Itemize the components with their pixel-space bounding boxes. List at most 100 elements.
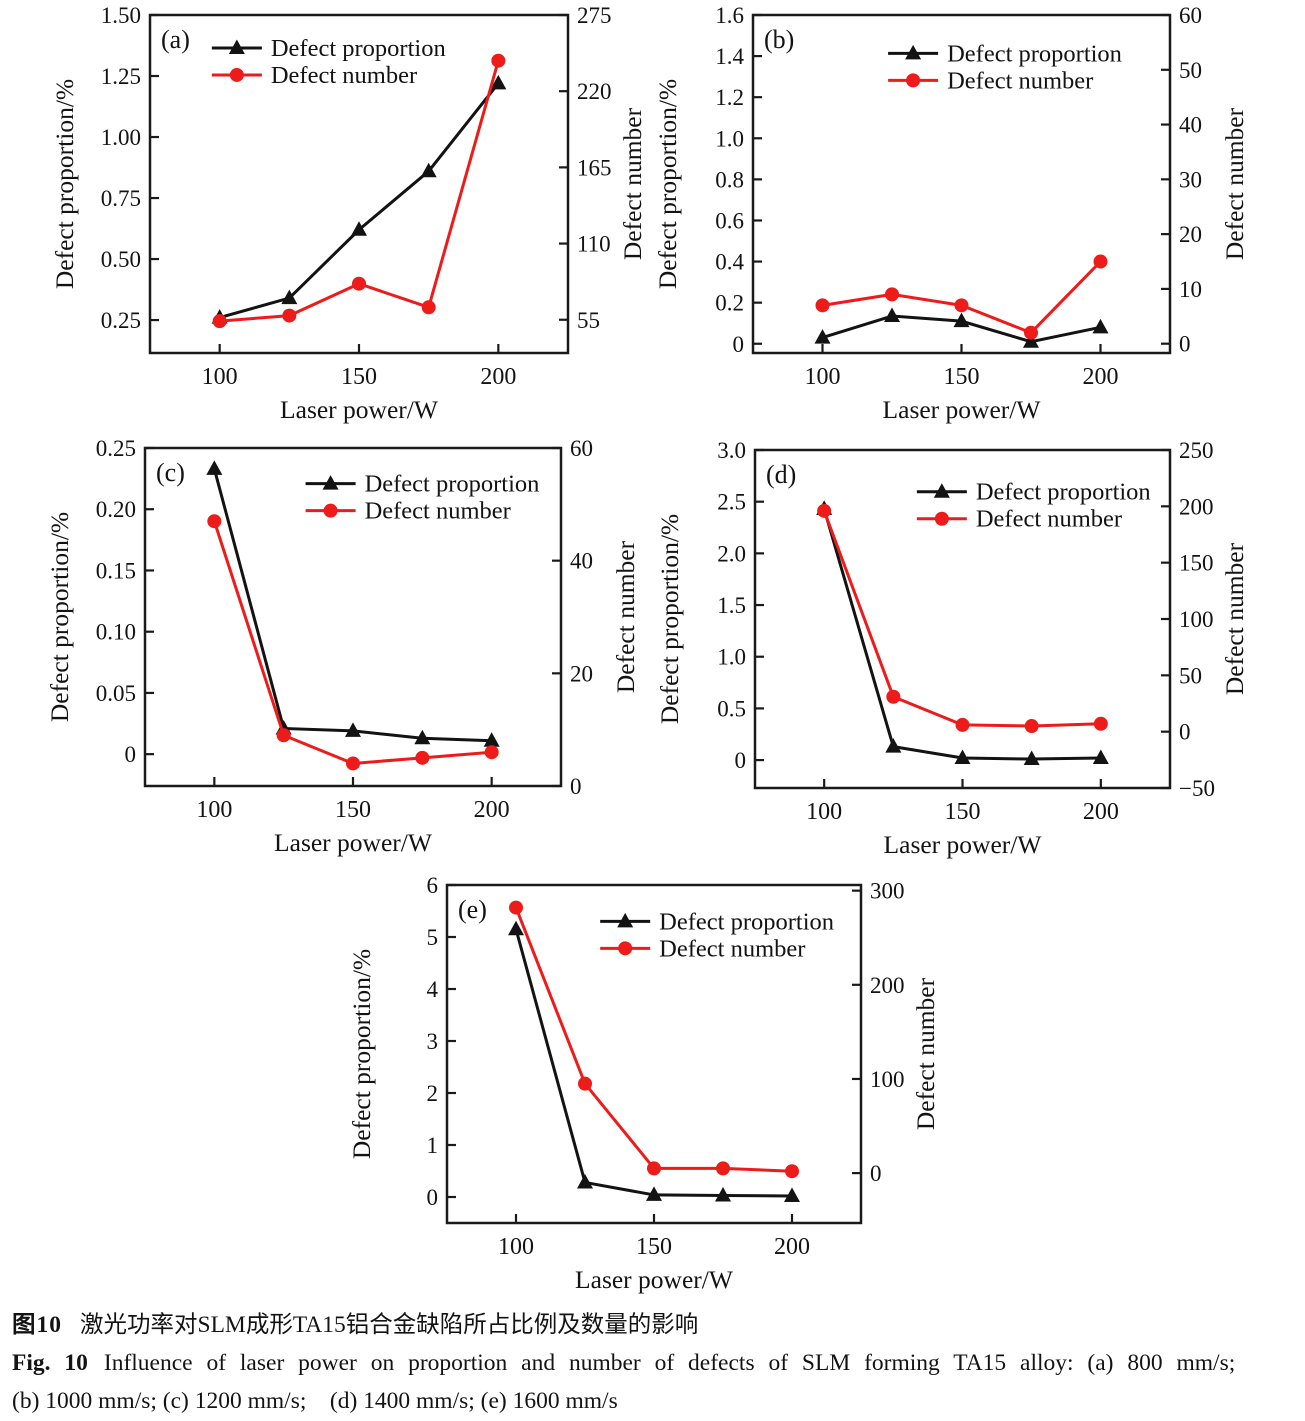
left-tick-label: 1.4 <box>715 44 744 69</box>
panel-label: (a) <box>161 25 190 54</box>
x-tick-label: 200 <box>480 364 516 390</box>
left-tick-label: 0 <box>735 748 747 773</box>
caption-line-en2: (b) 1000 mm/s; (c) 1200 mm/s; (d) 1400 m… <box>12 1382 1295 1420</box>
data-point-triangle <box>814 329 831 344</box>
right-tick-label: 100 <box>870 1067 905 1092</box>
data-point-triangle <box>351 221 367 236</box>
legend-label: Defect number <box>659 935 805 962</box>
x-tick-label: 150 <box>341 364 377 390</box>
panel-label: (e) <box>458 895 487 924</box>
data-point-triangle <box>885 738 902 753</box>
chart-c: 100 150 200 0 0.05 0.10 0.15 0.20 0.25 0 20 40 60 Def… <box>45 436 640 857</box>
legend-marker-circle <box>618 941 633 956</box>
panel-label: (d) <box>766 460 796 489</box>
data-point-triangle <box>281 289 298 305</box>
right-tick-label: 60 <box>1179 3 1202 28</box>
data-point-circle <box>484 745 499 760</box>
panel-label: (b) <box>764 25 794 54</box>
data-point-triangle <box>577 1173 593 1189</box>
left-tick-label: 1.00 <box>101 125 141 150</box>
legend-marker-circle <box>906 73 921 88</box>
left-tick-label: 0.6 <box>715 208 744 233</box>
right-tick-label: 220 <box>577 79 612 104</box>
left-tick-label: 3.0 <box>717 438 746 463</box>
right-tick-label: 300 <box>870 879 905 904</box>
right-tick-label: 165 <box>577 155 612 180</box>
data-point-triangle <box>884 307 900 323</box>
left-axis-title: Defect proportion/% <box>655 514 684 724</box>
left-tick-label: 0.4 <box>715 250 744 275</box>
x-axis-title: Laser power/W <box>884 830 1043 859</box>
legend-marker-triangle <box>322 475 339 490</box>
left-tick-label: 1.0 <box>717 645 746 670</box>
data-point-circle <box>282 308 297 323</box>
data-point-triangle <box>420 162 437 178</box>
data-point-triangle <box>953 312 970 328</box>
data-point-circle <box>955 717 970 732</box>
right-axis-title: Defect number <box>1220 107 1249 260</box>
legend-marker-triangle <box>905 44 922 60</box>
data-point-circle <box>886 689 901 704</box>
x-tick-label: 150 <box>944 364 980 390</box>
left-tick-label: 2.5 <box>717 490 746 515</box>
left-tick-label: 0 <box>733 332 745 357</box>
right-axis-title: Defect number <box>618 107 647 260</box>
panel-label: (c) <box>156 458 185 487</box>
left-tick-label: 5 <box>427 925 439 950</box>
data-point-circle <box>716 1161 730 1176</box>
left-tick-label: 1.6 <box>715 3 744 28</box>
left-tick-label: 1.25 <box>101 64 141 89</box>
legend-label: Defect proportion <box>271 35 446 62</box>
data-point-triangle <box>414 729 431 745</box>
right-tick-label: 200 <box>870 973 905 998</box>
legend-label: Defect number <box>947 67 1093 94</box>
caption-zh-figure-number: 图10 <box>12 1312 62 1338</box>
legend-marker-circle <box>323 503 338 518</box>
x-tick-label: 200 <box>474 797 510 823</box>
right-tick-label: 50 <box>1179 663 1202 688</box>
left-axis-title: Defect proportion/% <box>45 512 74 722</box>
data-point-triangle <box>646 1186 662 1201</box>
x-axis-title: Laser power/W <box>280 395 439 424</box>
left-tick-label: 1.2 <box>715 85 744 110</box>
right-tick-label: 275 <box>577 3 612 28</box>
right-tick-label: 200 <box>1179 494 1214 519</box>
right-axis-title: Defect number <box>911 977 940 1130</box>
x-tick-label: 200 <box>1083 364 1119 390</box>
data-point-triangle <box>784 1187 800 1202</box>
left-tick-label: 0.10 <box>96 620 136 645</box>
x-axis-title: Laser power/W <box>883 395 1042 424</box>
data-point-triangle <box>715 1186 731 1202</box>
chart-b: 100 150 200 0 0.2 0.4 0.6 0.8 1.0 1.2 1.4 1.6 0 10 20 3… <box>653 3 1249 424</box>
right-tick-label: 0 <box>1179 332 1191 357</box>
right-tick-label: 250 <box>1179 438 1214 463</box>
left-tick-label: 0.2 <box>715 291 744 316</box>
data-point-circle <box>817 503 832 518</box>
data-point-triangle <box>1023 333 1039 348</box>
left-tick-label: 3 <box>427 1029 439 1054</box>
x-tick-label: 200 <box>774 1234 810 1260</box>
x-tick-label: 100 <box>498 1234 534 1260</box>
x-tick-label: 100 <box>805 364 841 390</box>
data-point-circle <box>1093 716 1108 731</box>
left-tick-label: 1.5 <box>717 593 746 618</box>
data-point-triangle <box>206 460 223 475</box>
left-tick-label: 0 <box>125 742 137 767</box>
right-tick-label: 110 <box>577 232 611 257</box>
legend-label: Defect proportion <box>659 908 834 935</box>
x-tick-label: 100 <box>196 797 232 823</box>
left-axis-title: Defect proportion/% <box>347 949 376 1159</box>
right-axis-title: Defect number <box>611 540 640 693</box>
left-tick-label: 0.75 <box>101 186 141 211</box>
right-tick-label: 10 <box>1179 277 1202 302</box>
series-line-triangle <box>514 928 793 1198</box>
x-tick-label: 150 <box>945 799 981 825</box>
x-tick-label: 150 <box>335 797 371 823</box>
caption-en-figure-number: Fig. 10 <box>12 1350 88 1376</box>
legend-label: Defect number <box>271 62 417 89</box>
data-point-circle <box>1024 719 1039 734</box>
right-tick-label: 20 <box>570 661 593 686</box>
caption-line-en: Fig. 10 Influence of laser power on propo… <box>12 1344 1295 1382</box>
charts-canvas: 100 150 2000.250.500.751.001.251.505511016… <box>45 3 1249 1294</box>
